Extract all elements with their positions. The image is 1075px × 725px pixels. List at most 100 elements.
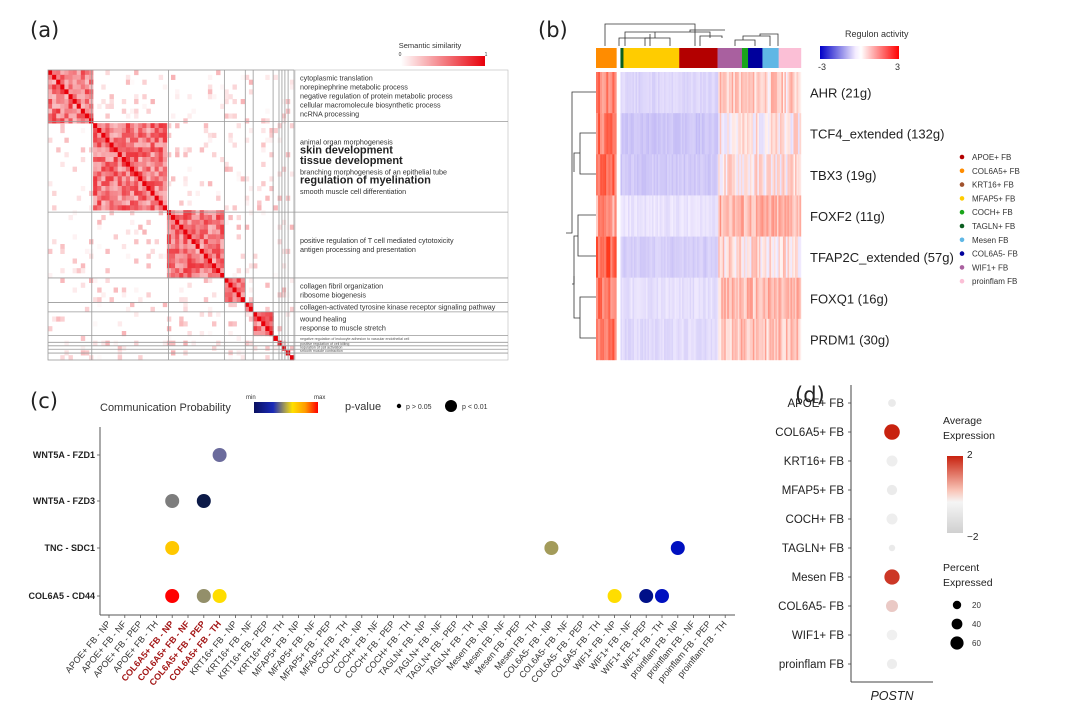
b-cell (775, 72, 778, 114)
b-cell (755, 236, 758, 278)
b-cell (704, 72, 707, 114)
b-cell (749, 236, 752, 278)
b-cell (667, 236, 669, 278)
b-cell (682, 318, 684, 361)
b-legend-label: WIF1+ FB (972, 263, 1008, 272)
b-cell (793, 277, 796, 320)
d-size-legend-title-2: Expressed (943, 577, 993, 589)
a-cell (195, 273, 200, 279)
b-cell (620, 277, 623, 320)
d-size-legend-label-60: 60 (972, 639, 981, 648)
a-cell (158, 200, 164, 206)
b-cell (686, 72, 689, 114)
b-cell (728, 113, 731, 155)
a-cell (76, 99, 82, 105)
a-cell (121, 142, 127, 148)
a-cell (220, 224, 225, 230)
a-cell (236, 297, 241, 303)
b-cell (647, 195, 650, 237)
b-cell (728, 277, 731, 320)
b-legend-label: APOE+ FB (972, 153, 1011, 162)
b-cell (655, 318, 657, 361)
b-cell (676, 72, 678, 114)
b-cell (767, 277, 770, 320)
b-cell (671, 154, 674, 196)
panel-label-b: (b) (538, 18, 568, 42)
b-cell (682, 154, 684, 196)
a-cell (125, 74, 131, 80)
a-cluster-grid (47, 69, 509, 361)
b-cell (677, 318, 680, 361)
b-cell (612, 277, 615, 320)
a-cell (121, 345, 127, 351)
a-cell (130, 186, 135, 192)
b-cell (748, 318, 751, 361)
b-cell (689, 113, 692, 155)
b-cell (710, 72, 713, 114)
a-cell (142, 161, 147, 167)
a-cell (68, 74, 73, 80)
b-cell (749, 72, 752, 114)
b-cell (797, 113, 800, 155)
a-cell (191, 340, 196, 346)
a-cell (244, 224, 250, 230)
b-cell (694, 195, 696, 237)
a-cell (187, 229, 192, 235)
b-cell (791, 195, 794, 237)
a-cell (125, 200, 131, 206)
a-cell (244, 268, 250, 274)
b-cell (785, 72, 788, 114)
panel-label-a: (a) (30, 18, 59, 42)
b-cell (665, 236, 668, 278)
b-cell (736, 277, 739, 320)
a-cell (84, 306, 90, 312)
b-cell (665, 154, 668, 196)
a-cell (150, 132, 155, 138)
b-cell (653, 195, 656, 237)
b-cell (676, 236, 678, 278)
a-cell (166, 253, 172, 259)
a-cell (224, 94, 229, 100)
b-cell (782, 113, 785, 155)
a-cell (76, 84, 82, 90)
b-cell (716, 318, 719, 361)
b-cell (659, 195, 662, 237)
b-cell (612, 154, 615, 196)
a-cell (171, 210, 176, 216)
b-cell (686, 318, 689, 361)
a-cell (207, 181, 213, 187)
a-cell (89, 277, 94, 283)
a-cell (261, 321, 266, 327)
b-cell (758, 154, 761, 196)
b-cell (787, 318, 790, 361)
a-cell (216, 268, 221, 274)
a-cell (101, 128, 106, 134)
b-cell (724, 113, 726, 155)
a-cell (179, 316, 184, 322)
b-cell (761, 236, 764, 278)
b-cell (656, 277, 659, 320)
a-cell (146, 166, 151, 172)
b-cell (646, 195, 648, 237)
b-annotation-proinflam-fb (778, 48, 802, 68)
b-cell (718, 154, 720, 196)
a-cell (93, 161, 98, 167)
b-cell (722, 113, 725, 155)
a-cell (125, 142, 131, 148)
b-cell (682, 195, 684, 237)
b-legend-label: TAGLN+ FB (972, 222, 1015, 231)
a-cell (117, 132, 123, 138)
b-cell (649, 154, 651, 196)
a-cell (171, 224, 176, 230)
a-cell (125, 306, 131, 312)
a-cell (48, 70, 53, 76)
b-cell (688, 318, 690, 361)
b-cell (787, 195, 790, 237)
b-cell (695, 236, 698, 278)
a-cell (273, 128, 278, 134)
a-cell (125, 152, 131, 158)
a-cell (130, 108, 135, 114)
a-cell (101, 190, 106, 196)
a-cell (134, 287, 139, 293)
